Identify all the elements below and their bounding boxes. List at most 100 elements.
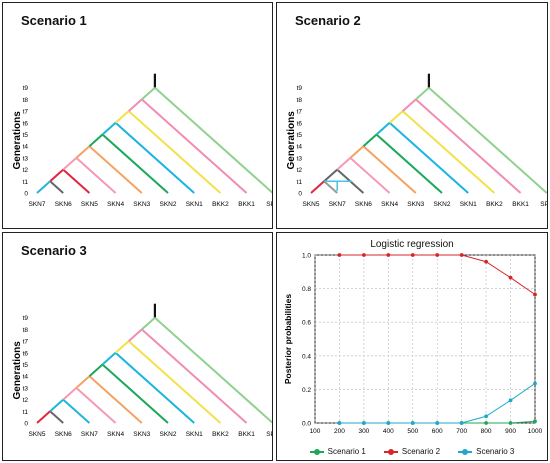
branch-BKK1 (415, 98, 522, 194)
spine-segment (128, 98, 143, 112)
leaf-label: BKK1 (238, 201, 255, 208)
chart-title: Logistic regression (370, 239, 454, 250)
gen-tick-label: t1 (297, 179, 303, 186)
y-tick-label: 0.8 (302, 286, 311, 293)
x-tick-label: 800 (481, 428, 492, 435)
branch-SKN1 (114, 352, 195, 424)
logistic-regression-panel: Logistic regression 100 200 300 400 500 600 70… (276, 232, 548, 461)
y-tick-label: 0.6 (302, 320, 311, 327)
x-tick-label: 900 (505, 428, 516, 435)
leaf-label: BKK2 (212, 201, 229, 208)
branch-BKK2 (128, 110, 222, 194)
branch-SKN3 (362, 145, 417, 194)
gen-tick-label: t6 (23, 120, 29, 127)
branch-SKN2 (101, 133, 169, 194)
x-tick-label: 600 (432, 428, 443, 435)
gen-tick-label: t7 (297, 109, 303, 116)
x-tick-label: 200 (334, 428, 345, 435)
branch-SPK (154, 86, 272, 194)
data-point (386, 253, 391, 257)
scenario-3-tree: Generations 0 t1 t2 t3 t4 t5 t6 t7 t8 t9 SKN5 SKN6 SK… (12, 303, 272, 438)
gen-tick-label: t4 (23, 374, 29, 381)
gen-tick-label: t3 (23, 385, 29, 392)
gen-tick-label: t8 (23, 327, 29, 334)
branch-SKN3 (88, 145, 143, 194)
leaf-label: SKN3 (407, 201, 424, 208)
branch-SPK (154, 316, 272, 424)
leaf-label: BKK2 (212, 431, 229, 438)
leaf-label: SKN5 (81, 201, 98, 208)
spine-segment (375, 122, 391, 136)
gen-tick-label: t2 (23, 167, 29, 174)
leaf-label: SPK (540, 201, 548, 208)
legend-label: Scenario 1 (327, 447, 366, 456)
data-point (533, 419, 537, 424)
gen-tick-label: t8 (297, 97, 303, 104)
scenario-1-panel: Generations 0 t1 t2 t3 t4 t5 t6 t7 t8 t9 SKN7 SKN6 SK… (2, 2, 273, 229)
gen-tick-label: t5 (23, 132, 29, 139)
y-axis-title: Generations (286, 111, 297, 170)
scenario-1-title: Scenario 1 (21, 13, 87, 28)
spine-segment (114, 110, 130, 124)
leaf-label: SKN6 (55, 431, 72, 438)
data-point (533, 292, 537, 297)
data-point (337, 253, 342, 257)
data-point (361, 421, 366, 425)
branch-BKK1 (141, 98, 248, 194)
spine-segment (336, 157, 351, 171)
branch-SKN5 (310, 180, 325, 194)
spine-segment (101, 352, 117, 366)
scenario-2-tree: Generations 0 t1 t2 t3 t4 t5 t6 t7 t8 t9 SKN5 SKN7 SK… (286, 73, 548, 208)
data-point (508, 398, 513, 403)
branch-SKN4 (75, 387, 117, 424)
leaf-label: SKN3 (133, 201, 150, 208)
branch-SKN7 (323, 180, 338, 194)
leaf-label: SKN4 (381, 201, 398, 208)
data-point (484, 414, 489, 419)
data-point (337, 421, 342, 425)
scenario-1-tree: Generations 0 t1 t2 t3 t4 t5 t6 t7 t8 t9 SKN7 SKN6 SK… (12, 73, 273, 208)
y-axis-title: Generations (12, 111, 23, 170)
gen-tick-label: 0 (298, 191, 302, 198)
scenario-3-panel: Generations 0 t1 t2 t3 t4 t5 t6 t7 t8 t9 SKN5 SKN6 SK… (2, 232, 273, 461)
data-point (361, 253, 366, 257)
x-tick-label: 700 (456, 428, 467, 435)
leaf-label: SKN6 (355, 201, 372, 208)
gen-tick-label: t3 (297, 155, 303, 162)
branch-BKK2 (402, 110, 496, 194)
data-point (484, 259, 489, 264)
branch-SKN6 (49, 180, 64, 194)
spine-segment (349, 145, 365, 159)
branch-SKN7 (62, 398, 91, 424)
branch-SKN7 (36, 180, 51, 194)
spine-segment (128, 328, 143, 342)
leaf-label: BKK1 (512, 201, 529, 208)
gen-tick-label: t2 (23, 397, 29, 404)
leaf-label: BKK1 (238, 431, 255, 438)
y-axis-title: Posterior probabilities (283, 294, 293, 384)
legend-swatch (383, 448, 398, 455)
leaf-label: BKK2 (486, 201, 503, 208)
branch-SKN2 (101, 363, 169, 424)
branch-BKK2 (128, 340, 222, 424)
y-tick-label: 0.4 (302, 353, 311, 360)
leaf-label: SPK (266, 201, 273, 208)
data-point (508, 421, 513, 425)
branch-SKN3 (88, 375, 143, 424)
spine-segment (62, 387, 77, 401)
data-point (410, 253, 415, 257)
y-axis-title: Generations (12, 341, 23, 400)
spine-segment (362, 133, 378, 147)
leaf-label: SKN7 (329, 201, 346, 208)
data-point (410, 421, 415, 425)
legend-item-scenario-2: Scenario 2 (383, 447, 441, 456)
gen-tick-label: t6 (23, 350, 29, 357)
legend-label: Scenario 2 (401, 447, 441, 456)
leaf-label: SKN4 (107, 431, 124, 438)
spine-segment (141, 316, 156, 331)
branch-SKN4 (75, 157, 117, 194)
scenario-3-title: Scenario 3 (21, 243, 87, 258)
spine-segment (141, 86, 156, 101)
spine-segment (323, 168, 338, 183)
spine-segment (415, 86, 430, 101)
